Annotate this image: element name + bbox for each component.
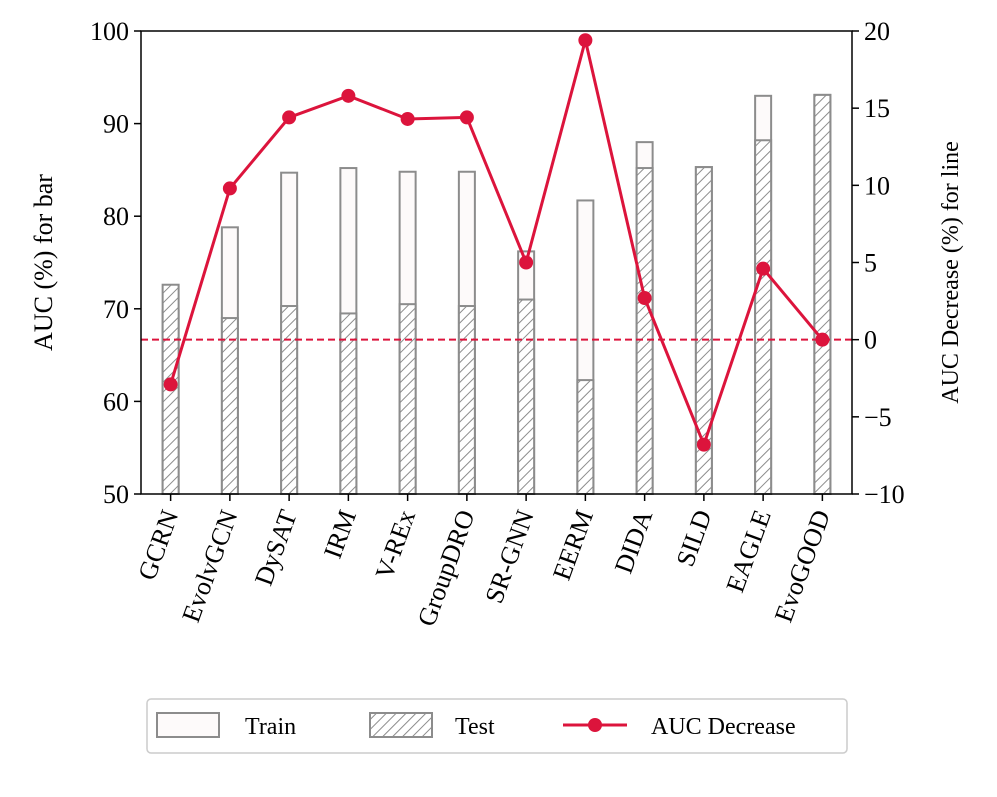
- right-tick-label: −10: [864, 480, 905, 509]
- test-bar-eerm: [576, 379, 595, 495]
- x-tick-label-evolvgcn: EvolvGCN: [176, 506, 243, 626]
- auc-decrease-point-sild: [696, 437, 711, 452]
- auc-decrease-point-v-rex: [400, 111, 415, 126]
- legend-test-label: Test: [455, 714, 495, 740]
- test-bar-evogood: [813, 93, 832, 495]
- right-tick-label: −5: [864, 403, 892, 432]
- x-tick-label-groupdro: GroupDRO: [412, 506, 481, 630]
- test-bar-evolvgcn: [220, 317, 239, 495]
- legend-frame: [146, 698, 848, 754]
- legend: Train Test AUC Decrease: [146, 698, 848, 754]
- left-tick-label: 90: [103, 110, 129, 139]
- y-axis-label-right: AUC Decrease (%) for line: [938, 141, 964, 404]
- auc-decrease-point-evogood: [815, 332, 830, 347]
- x-tick-label-eagle: EAGLE: [720, 506, 776, 596]
- x-tick-label-sr-gnn: SR-GNN: [479, 506, 539, 607]
- auc-decrease-point-dida: [637, 290, 652, 305]
- auc-decrease-point-eagle: [756, 261, 771, 276]
- x-tick-label-irm: IRM: [318, 506, 362, 562]
- auc-decrease-point-eerm: [578, 33, 593, 48]
- legend-test-swatch: [369, 712, 433, 738]
- legend-train-swatch: [156, 712, 220, 738]
- y-axis-label-left: AUC (%) for bar: [29, 174, 58, 351]
- x-tick-label-dysat: DySAT: [249, 506, 303, 589]
- legend-train-label: Train: [245, 714, 296, 740]
- auc-decrease-line: [169, 39, 824, 449]
- test-bar-groupdro: [457, 305, 476, 495]
- left-tick-label: 50: [103, 480, 129, 509]
- test-bar-eagle: [754, 139, 773, 495]
- test-bar-dysat: [280, 305, 299, 495]
- x-tick-label-dida: DIDA: [609, 506, 659, 577]
- test-bars: [161, 93, 832, 496]
- x-tick-label-evogood: EvoGOOD: [769, 506, 836, 626]
- right-tick-label: 15: [864, 94, 890, 123]
- auc-decrease-point-gcrn: [163, 377, 178, 392]
- left-tick-label: 100: [90, 17, 129, 46]
- auc-decrease-point-sr-gnn: [519, 255, 534, 270]
- left-tick-label: 70: [103, 295, 129, 324]
- auc-decrease-point-irm: [341, 88, 356, 103]
- test-bar-sr-gnn: [517, 298, 536, 496]
- legend-line-marker: [588, 718, 602, 732]
- left-tick-label: 60: [103, 387, 129, 416]
- test-bar-v-rex: [398, 303, 417, 496]
- right-tick-label: 10: [864, 171, 890, 200]
- plot-frame: [140, 30, 853, 495]
- x-tick-label-v-rex: V-REx: [370, 506, 422, 583]
- auc-decrease-point-groupdro: [459, 110, 474, 125]
- left-tick-label: 80: [103, 202, 129, 231]
- auc-decrease-point-evolvgcn: [222, 181, 237, 196]
- right-tick-label: 0: [864, 326, 877, 355]
- legend-auc-decrease-label: AUC Decrease: [651, 714, 796, 740]
- auc-decrease-point-dysat: [282, 110, 297, 125]
- right-tick-label: 5: [864, 249, 877, 278]
- x-tick-label-sild: SILD: [670, 506, 717, 570]
- train-bars: [161, 93, 832, 496]
- x-tick-label-gcrn: GCRN: [132, 506, 184, 584]
- x-tick-label-eerm: EERM: [547, 506, 599, 584]
- right-tick-label: 20: [864, 17, 890, 46]
- auc-decrease-line-layer: [163, 33, 830, 452]
- test-bar-dida: [635, 167, 654, 495]
- right-axis: −10 −5 0 5 10 15 20: [852, 17, 905, 509]
- left-axis: 50 60 70 80 90 100: [90, 17, 141, 509]
